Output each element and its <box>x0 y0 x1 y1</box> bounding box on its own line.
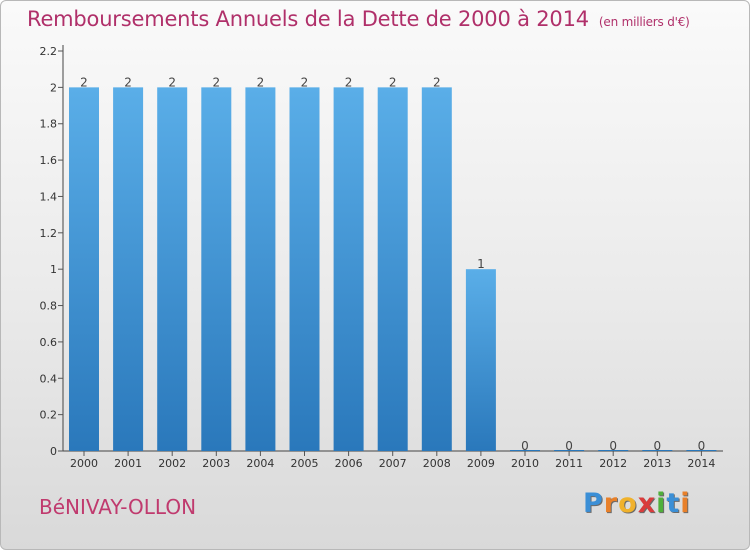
bar-value-label: 0 <box>521 439 529 453</box>
bar[interactable] <box>465 269 496 451</box>
y-tick-label: 0.4 <box>40 372 58 385</box>
y-tick-label: 1.6 <box>40 154 58 167</box>
y-tick-label: 1 <box>50 263 57 276</box>
bar[interactable] <box>245 87 276 451</box>
bar-value-label: 2 <box>80 75 88 89</box>
y-tick-label: 2.2 <box>40 45 58 58</box>
y-tick-label: 1.4 <box>40 190 58 203</box>
proxiti-logo[interactable]: Proxiti <box>583 488 691 519</box>
x-tick-label: 2009 <box>467 457 495 470</box>
bar[interactable] <box>642 450 673 451</box>
bar-value-label: 0 <box>698 439 706 453</box>
bar-value-label: 2 <box>345 75 353 89</box>
chart-unit: (en milliers d'€) <box>598 15 690 29</box>
bar-value-label: 2 <box>212 75 220 89</box>
bar[interactable] <box>289 87 320 451</box>
x-tick-label: 2007 <box>379 457 407 470</box>
x-tick-label: 2003 <box>202 457 230 470</box>
logo-letter: r <box>603 488 619 519</box>
commune-name: BéNIVAY-OLLON <box>39 495 197 519</box>
bar[interactable] <box>598 450 629 451</box>
logo-letter: i <box>680 488 691 519</box>
logo-letter: o <box>618 488 638 519</box>
x-tick-label: 2005 <box>291 457 319 470</box>
y-tick-label: 1.2 <box>40 227 58 240</box>
x-tick-label: 2004 <box>246 457 274 470</box>
y-tick-label: 0.8 <box>40 300 58 313</box>
bar-value-label: 2 <box>301 75 309 89</box>
chart-labels: 2 2 2 2 2 2 2 2 2 1 0 0 0 0 0 <box>80 75 705 453</box>
bar[interactable] <box>377 87 408 451</box>
logo-letter: t <box>666 488 681 519</box>
bar[interactable] <box>686 450 717 451</box>
bar[interactable] <box>69 87 99 451</box>
bar-value-label: 2 <box>433 75 441 89</box>
x-tick-label: 2011 <box>555 457 583 470</box>
logo-letter: i <box>656 488 667 519</box>
x-tick-label: 2008 <box>423 457 451 470</box>
x-tick-label: 2000 <box>70 457 98 470</box>
bar[interactable] <box>333 87 364 451</box>
x-tick-label: 2012 <box>599 457 627 470</box>
x-tick-label: 2014 <box>687 457 715 470</box>
y-tick-label: 2 <box>50 81 57 94</box>
bar[interactable] <box>201 87 232 451</box>
bar[interactable] <box>113 87 144 451</box>
y-tick-label: 0.2 <box>40 409 58 422</box>
bar[interactable] <box>157 87 188 451</box>
bar[interactable] <box>554 450 585 451</box>
logo-letter: P <box>583 488 604 519</box>
chart-title: Remboursements Annuels de la Dette de 20… <box>27 7 690 31</box>
bar[interactable] <box>421 87 452 451</box>
bar-value-label: 0 <box>609 439 617 453</box>
x-tick-label: 2006 <box>335 457 363 470</box>
bar-value-label: 2 <box>168 75 176 89</box>
x-tick-label: 2010 <box>511 457 539 470</box>
bar-value-label: 1 <box>477 257 485 271</box>
chart-title-text: Remboursements Annuels de la Dette de 20… <box>27 7 589 31</box>
bar-value-label: 2 <box>257 75 265 89</box>
chart-bars <box>69 87 717 451</box>
bar-value-label: 2 <box>124 75 132 89</box>
y-tick-label: 1.8 <box>40 118 58 131</box>
bar-value-label: 2 <box>389 75 397 89</box>
bar[interactable] <box>510 450 540 451</box>
bar-value-label: 0 <box>565 439 573 453</box>
y-tick-label: 0 <box>50 445 57 458</box>
bar-value-label: 0 <box>653 439 661 453</box>
x-tick-label: 2013 <box>643 457 671 470</box>
y-tick-label: 0.6 <box>40 336 58 349</box>
x-tick-label: 2001 <box>114 457 142 470</box>
logo-letter: x <box>637 488 657 519</box>
x-tick-label: 2002 <box>158 457 186 470</box>
